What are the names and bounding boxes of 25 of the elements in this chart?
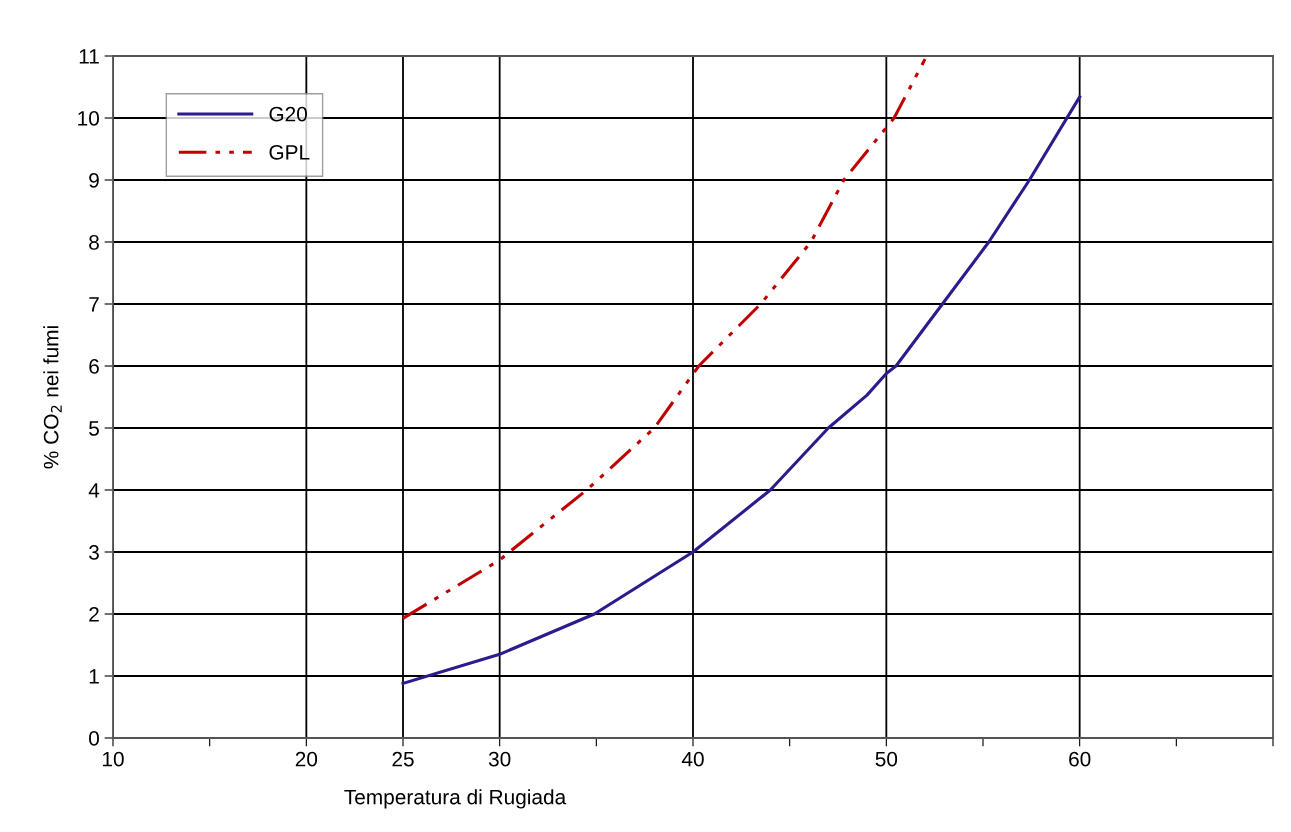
y-tick-label: 6 [89,359,99,374]
y-tick-label: 7 [89,297,99,312]
legend-label: G20 [269,106,307,122]
y-tick-label: 3 [89,545,99,560]
line-series [401,95,1082,685]
x-tick-label: 20 [295,751,318,767]
y-tick-label: 9 [89,173,99,188]
x-tick-label: 30 [488,751,511,767]
x-tick-label: 10 [103,751,124,767]
y-tick-label: 11 [79,49,99,64]
y-tick-label: 4 [88,483,100,498]
y-tick-label: 0 [89,731,99,746]
y-tick-label: 8 [89,235,99,250]
y-tick-label: 5 [89,421,99,436]
y-tick-label: 2 [89,607,99,622]
y-tick-label: 1 [89,669,99,684]
x-tick-label: 40 [681,751,704,767]
y-tick-label: 10 [78,111,99,126]
x-tick-label: 25 [392,751,414,767]
line-series [401,57,927,620]
x-tick-label: 60 [1069,751,1091,767]
x-tick-label: 50 [875,751,898,767]
y-axis-title: % CO$_{2}$ nei fumi [43,326,62,469]
legend-label: GPL [269,144,310,160]
x-axis-title: Temperatura di Rugiada [344,789,567,809]
